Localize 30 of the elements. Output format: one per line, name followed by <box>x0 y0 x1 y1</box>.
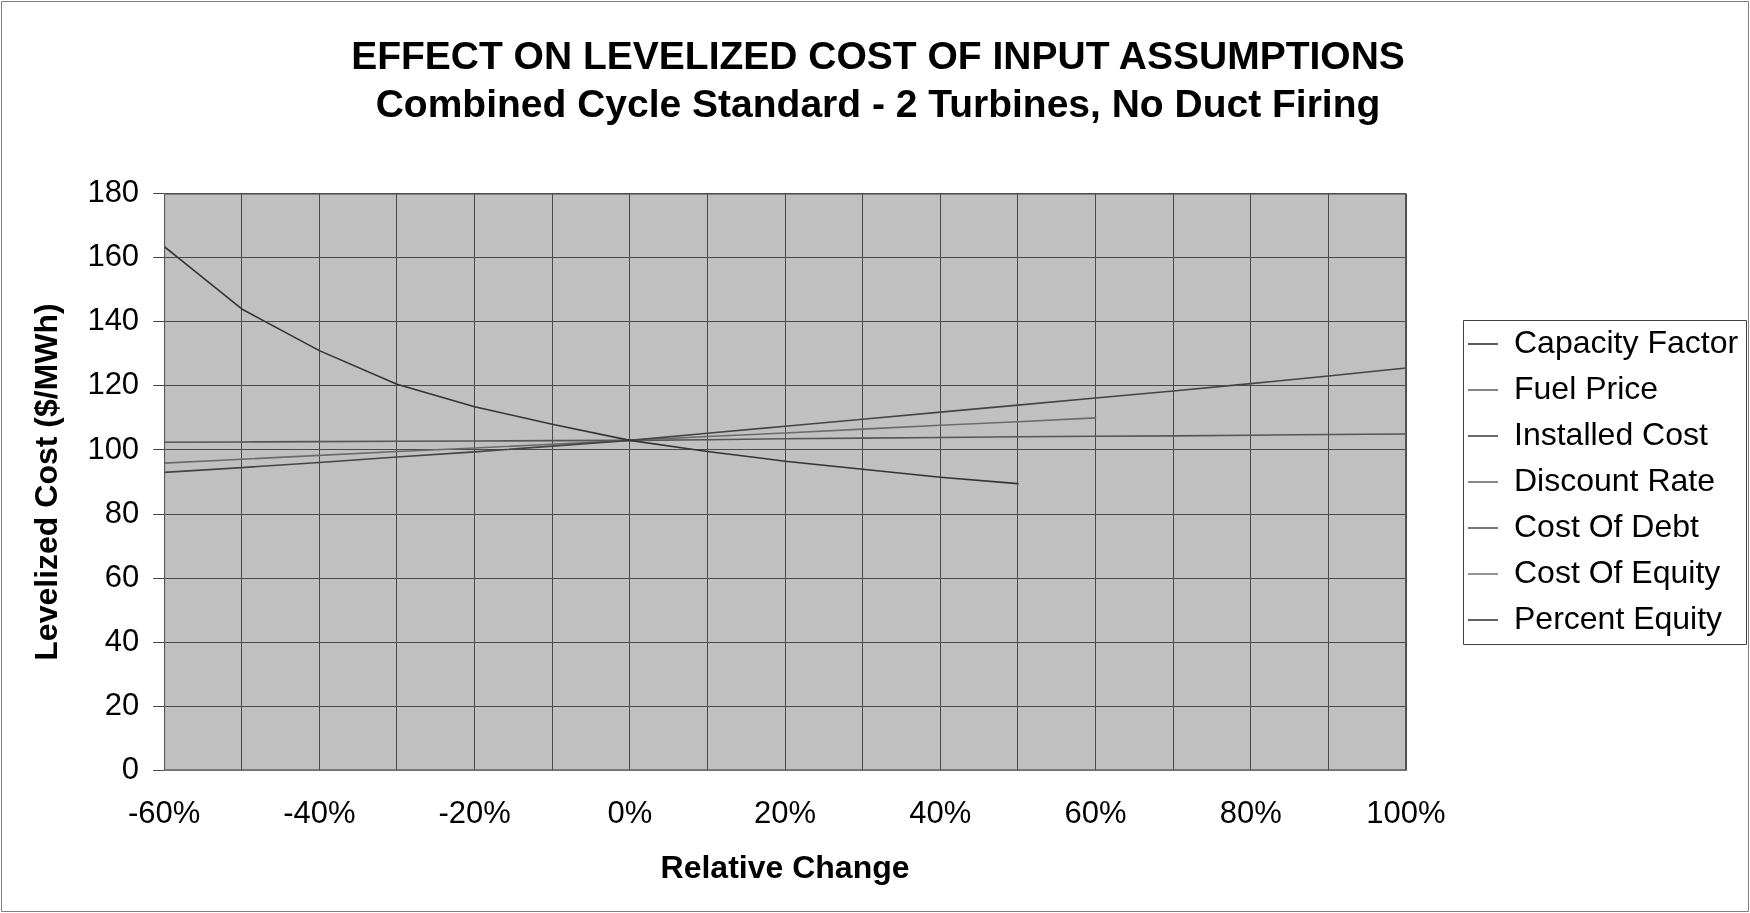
legend-label: Fuel Price <box>1514 369 1659 406</box>
y-tick-label: 60 <box>104 558 140 594</box>
y-tick-label: 20 <box>104 686 140 722</box>
legend-label: Installed Cost <box>1514 415 1708 452</box>
legend-label: Percent Equity <box>1514 599 1723 636</box>
y-tick-label: 40 <box>104 622 140 658</box>
legend-label: Discount Rate <box>1514 461 1715 498</box>
y-tick-label: 0 <box>121 750 140 786</box>
y-tick-label: 180 <box>87 174 140 210</box>
chart-subtitle: Combined Cycle Standard - 2 Turbines, No Duct Firing <box>375 81 1381 125</box>
legend-label: Cost Of Equity <box>1514 553 1721 590</box>
x-tick-label: -40% <box>283 794 356 830</box>
x-tick-label: -60% <box>127 794 201 830</box>
x-tick-label: -20% <box>438 794 511 830</box>
legend-label: Cost Of Debt <box>1514 507 1700 544</box>
y-tick-label: 160 <box>87 238 140 274</box>
chart-title: EFFECT ON LEVELIZED COST OF INPUT ASSUMPTIONS <box>351 34 1405 78</box>
x-axis-title: Relative Change <box>660 848 910 885</box>
y-tick-label: 120 <box>87 366 140 402</box>
y-tick-label: 140 <box>87 302 140 338</box>
legend-label: Capacity Factor <box>1514 323 1739 360</box>
y-tick-label: 80 <box>104 494 140 530</box>
y-tick-label: 100 <box>87 430 140 466</box>
x-tick-label: 20% <box>754 794 817 830</box>
x-tick-label: 80% <box>1219 794 1282 830</box>
x-tick-label: 40% <box>909 794 972 830</box>
x-tick-label: 0% <box>607 794 653 830</box>
x-tick-label: 60% <box>1064 794 1127 830</box>
x-tick-label: 100% <box>1366 794 1446 830</box>
y-axis-title: Levelized Cost ($/MWh) <box>28 303 65 661</box>
